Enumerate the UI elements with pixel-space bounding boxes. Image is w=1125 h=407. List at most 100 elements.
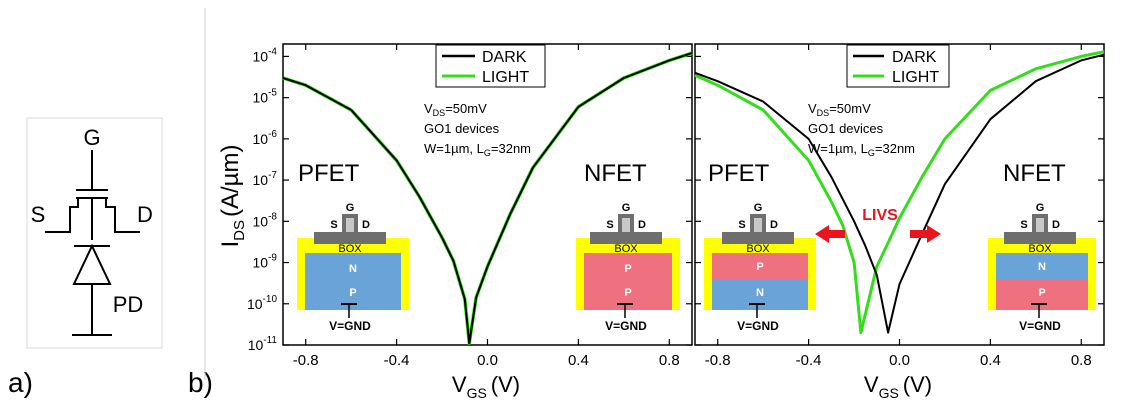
inset-layer2-label: P bbox=[349, 287, 356, 299]
y-axis-title: IDS(A/µm) bbox=[217, 145, 248, 248]
legend-left bbox=[435, 44, 546, 88]
active-region bbox=[1004, 232, 1076, 244]
gate-core bbox=[346, 218, 354, 232]
inset-layer2-label: P bbox=[624, 287, 631, 299]
pfet-inset-right: G S D BOX P N V=GND bbox=[704, 202, 816, 333]
inset-gate-label: G bbox=[1036, 202, 1045, 214]
pfet-inset-left: G S D BOX N P V=GND bbox=[297, 202, 409, 333]
n-layer bbox=[996, 253, 1088, 279]
drain-label: D bbox=[137, 202, 153, 227]
x-tick-label: 0.0 bbox=[477, 352, 498, 369]
x-axis-title-left: VGS (V) bbox=[452, 372, 520, 401]
y-tick-label: 10-11 bbox=[248, 335, 278, 353]
pfet-label-right: PFET bbox=[708, 160, 770, 187]
annotation-device-left: GO1 devices bbox=[424, 121, 500, 136]
inset-drain-label: D bbox=[770, 219, 778, 231]
x-tick-label: 0.4 bbox=[568, 352, 589, 369]
annotation-dims-right: W=1µm, LG=32nm bbox=[808, 141, 915, 158]
nfet-label-right: NFET bbox=[1003, 160, 1066, 187]
panel-label-b: b) bbox=[188, 367, 213, 398]
curves-right bbox=[694, 50, 1105, 335]
inset-gate-label: G bbox=[754, 202, 763, 214]
inset-ground-label: V=GND bbox=[737, 319, 779, 333]
inset-source-label: S bbox=[606, 219, 613, 231]
active-region bbox=[314, 232, 386, 244]
inset-ground-label: V=GND bbox=[1019, 319, 1061, 333]
inset-layer1-label: N bbox=[1038, 261, 1046, 273]
curves-left bbox=[282, 51, 693, 346]
photodiode-label: PD bbox=[113, 292, 144, 317]
nfet-inset-left: G S D BOX P P V=GND bbox=[576, 202, 680, 333]
x-tick-label: 0.8 bbox=[659, 352, 680, 369]
nfet-inset-right: G S D BOX N P V=GND bbox=[988, 202, 1096, 333]
inset-ground-label: V=GND bbox=[329, 319, 371, 333]
y-tick-label: 10-10 bbox=[247, 294, 277, 312]
legend-light-label: LIGHT bbox=[892, 69, 939, 86]
series-line-dark bbox=[694, 53, 1105, 334]
x-axis-title-right: VGS (V) bbox=[864, 372, 932, 401]
livs-arrow-left bbox=[815, 225, 845, 243]
legend-dark-label: DARK bbox=[482, 49, 527, 66]
x-tick-label: -0.8 bbox=[293, 352, 319, 369]
inset-source-label: S bbox=[738, 219, 745, 231]
gate-core bbox=[622, 218, 630, 232]
x-ticks-right: -0.8 -0.4 0.0 0.4 0.8 bbox=[705, 44, 1092, 369]
active-region bbox=[722, 232, 794, 244]
livs-label: LIVS bbox=[862, 207, 898, 224]
pfet-label-left: PFET bbox=[298, 160, 360, 187]
p-layer bbox=[584, 283, 672, 310]
inset-layer1-label: P bbox=[624, 263, 631, 275]
inset-layer1-label: N bbox=[349, 263, 357, 275]
n-layer bbox=[305, 253, 401, 283]
y-ticks-right bbox=[695, 55, 1104, 346]
series-line-light bbox=[694, 50, 1105, 335]
y-ticks-left: 10-11 10-10 10-9 10-8 10-7 10-6 10-5 10-4 bbox=[247, 46, 692, 353]
legend-dark-label: DARK bbox=[892, 49, 937, 66]
inset-ground-label: V=GND bbox=[605, 319, 647, 333]
y-tick-label: 10-7 bbox=[253, 170, 278, 188]
x-tick-label: -0.4 bbox=[384, 352, 410, 369]
annotation-device-right: GO1 devices bbox=[808, 121, 884, 136]
legend-right bbox=[846, 44, 950, 88]
p-layer bbox=[712, 253, 808, 279]
source-lead bbox=[45, 198, 79, 233]
x-tick-label: 0.8 bbox=[1071, 352, 1092, 369]
inset-gate-label: G bbox=[346, 202, 355, 214]
x-tick-label: 0.0 bbox=[889, 352, 910, 369]
y-tick-label: 10-9 bbox=[253, 253, 278, 271]
legend-light-label: LIGHT bbox=[482, 69, 529, 86]
gate-core bbox=[1036, 218, 1044, 232]
x-tick-label: -0.4 bbox=[796, 352, 822, 369]
chart-left: 10-11 10-10 10-9 10-8 10-7 10-6 10-5 10-4 -0.8 -… bbox=[247, 43, 693, 369]
inset-source-label: S bbox=[1020, 219, 1027, 231]
y-tick-label: 10-6 bbox=[253, 129, 278, 147]
source-label: S bbox=[31, 202, 46, 227]
gate-label: G bbox=[83, 125, 100, 150]
inset-box-label: BOX bbox=[746, 243, 770, 255]
drain-lead bbox=[105, 198, 140, 233]
y-tick-label: 10-4 bbox=[253, 46, 278, 64]
inset-box-label: BOX bbox=[1028, 243, 1052, 255]
p-layer bbox=[584, 253, 672, 283]
x-tick-label: 0.4 bbox=[980, 352, 1001, 369]
inset-layer2-label: P bbox=[1038, 287, 1045, 299]
panel-label-a: a) bbox=[8, 367, 33, 398]
schematic-panel: G S D PD bbox=[26, 117, 163, 349]
inset-box-label: BOX bbox=[338, 243, 362, 255]
inset-drain-label: D bbox=[1052, 219, 1060, 231]
x-tick-label: -0.8 bbox=[705, 352, 731, 369]
inset-layer1-label: P bbox=[756, 261, 763, 273]
gate-core bbox=[754, 218, 762, 232]
nfet-label-left: NFET bbox=[584, 160, 647, 187]
inset-drain-label: D bbox=[638, 219, 646, 231]
chart-right: -0.8 -0.4 0.0 0.4 0.8 DARK LIGHT VDS=50mV GO… bbox=[694, 43, 1105, 369]
series-line-dark bbox=[282, 52, 693, 345]
annotation-dims-left: W=1µm, LG=32nm bbox=[424, 141, 531, 158]
livs-arrow-right bbox=[910, 225, 941, 243]
inset-gate-label: G bbox=[622, 202, 631, 214]
inset-layer2-label: N bbox=[756, 287, 764, 299]
inset-drain-label: D bbox=[362, 219, 370, 231]
annotation-vds-left: VDS=50mV bbox=[424, 101, 487, 118]
inset-box-label: BOX bbox=[614, 243, 638, 255]
y-tick-label: 10-5 bbox=[253, 88, 278, 106]
